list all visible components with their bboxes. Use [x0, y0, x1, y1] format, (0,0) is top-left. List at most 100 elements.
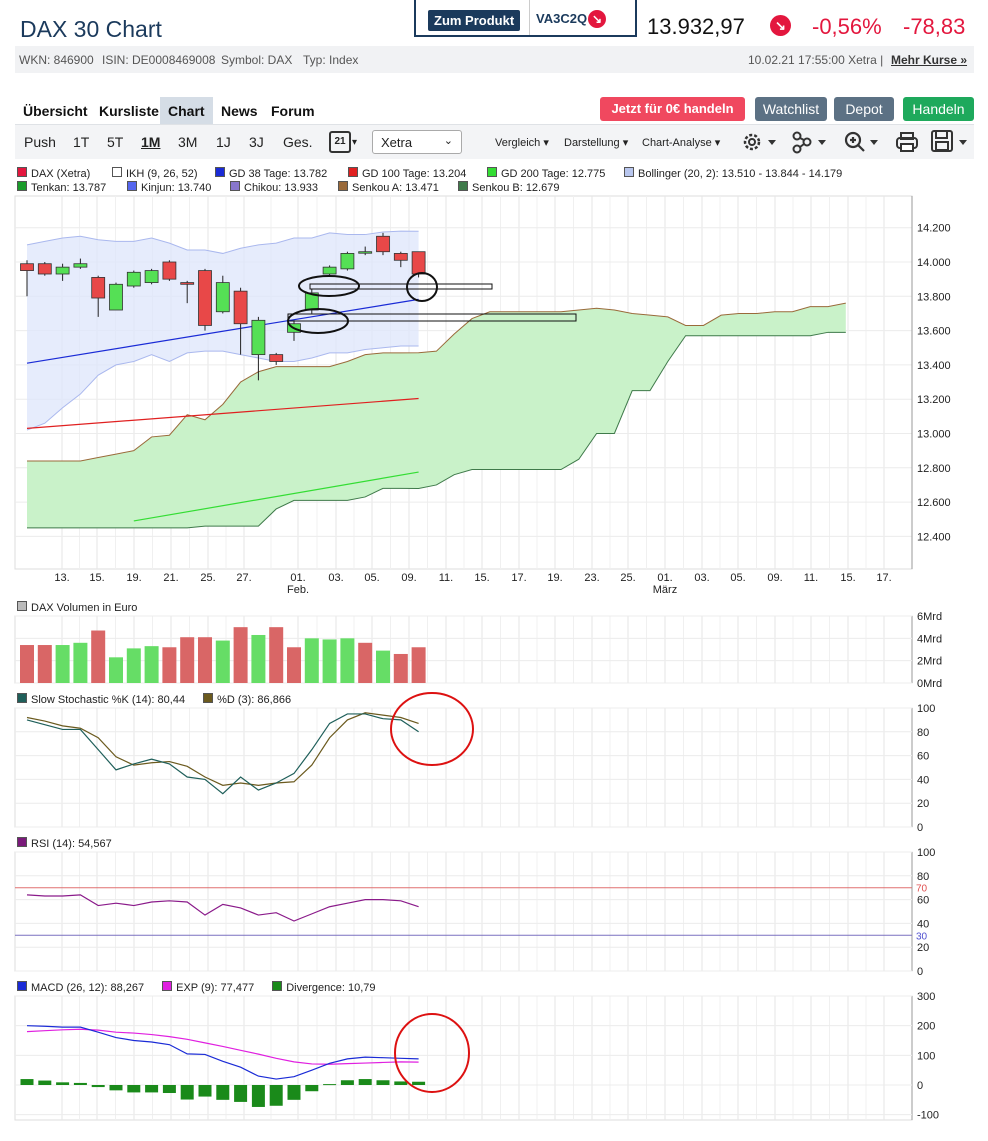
- divergence-bar: [323, 1084, 337, 1086]
- chevron-down-icon: ⌄: [443, 135, 453, 147]
- symbol: Symbol: DAX: [221, 53, 293, 67]
- legend-swatch: [230, 181, 240, 191]
- legend-swatch: [17, 167, 27, 177]
- x-tick-label: 05.: [364, 572, 379, 584]
- x-tick-label: 11.: [439, 572, 453, 584]
- info-bar: WKN: 846900 ISIN: DE0008469008 Symbol: D…: [15, 46, 974, 73]
- senkou-b-line: [27, 331, 846, 529]
- x-tick-label: 13.: [54, 572, 69, 584]
- legend-swatch: [272, 981, 283, 991]
- legend-item[interactable]: IKH (9, 26, 52): [112, 167, 198, 180]
- legend-item[interactable]: Bollinger (20, 2): 13.510 - 13.844 - 14.…: [624, 167, 842, 180]
- vergleich-menu[interactable]: Vergleich ▾: [495, 137, 549, 149]
- tab-kursliste[interactable]: Kursliste: [99, 103, 159, 119]
- divergence-bar: [376, 1080, 390, 1085]
- legend-item[interactable]: DAX (Xetra): [17, 167, 90, 180]
- darstellung-menu[interactable]: Darstellung ▾: [564, 137, 629, 149]
- divergence-bar: [394, 1081, 408, 1085]
- mehr-kurse-link[interactable]: Mehr Kurse »: [891, 53, 968, 67]
- legend-item[interactable]: GD 200 Tage: 12.775: [487, 167, 605, 180]
- volume-bar: [322, 639, 337, 683]
- candle-body: [358, 251, 373, 254]
- volume-bar: [358, 642, 373, 683]
- chart-analyse-menu[interactable]: Chart-Analyse ▾: [642, 137, 721, 149]
- x-tick-label: 27.: [236, 572, 251, 584]
- tab-news[interactable]: News: [221, 103, 258, 119]
- legend-item[interactable]: GD 38 Tage: 13.782: [215, 167, 327, 180]
- depot-button[interactable]: Depot: [834, 97, 894, 121]
- volume-bar: [37, 645, 52, 683]
- range-5t[interactable]: 5T: [107, 134, 124, 150]
- y-tick-label: 100: [917, 847, 935, 859]
- legend-item[interactable]: Chikou: 13.933: [230, 181, 318, 194]
- legend-swatch: [215, 167, 225, 177]
- volume-bar: [376, 650, 390, 683]
- range-3m[interactable]: 3M: [178, 134, 198, 150]
- y-tick-label: 0: [917, 1080, 923, 1092]
- annotation-circle: [394, 1013, 470, 1093]
- range-1m[interactable]: 1M: [141, 134, 161, 150]
- divergence-bar: [20, 1079, 34, 1085]
- print-icon[interactable]: [895, 130, 919, 154]
- candle-body: [322, 266, 337, 275]
- ichimoku-cloud: [27, 303, 846, 528]
- annotation-ellipse: [406, 272, 438, 302]
- rsi-header: RSI (14): 54,567: [17, 837, 112, 850]
- volume-bar: [55, 645, 70, 683]
- zum-produkt-button[interactable]: Zum Produkt: [428, 10, 521, 31]
- x-tick-label: 03.: [694, 572, 709, 584]
- range-3j[interactable]: 3J: [249, 134, 264, 150]
- divider: [529, 0, 530, 35]
- legend-label: GD 200 Tage: 12.775: [501, 168, 606, 180]
- calendar-icon[interactable]: 21: [329, 131, 351, 153]
- exchange-select[interactable]: Xetra ⌄: [372, 130, 462, 154]
- tab-forum[interactable]: Forum: [271, 103, 315, 119]
- stoch-d-line: [26, 712, 419, 786]
- handeln-button[interactable]: Handeln: [903, 97, 974, 121]
- network-icon[interactable]: [791, 130, 833, 154]
- tab-chart[interactable]: Chart: [160, 97, 213, 125]
- volume-bar: [109, 657, 123, 683]
- divergence-bar: [287, 1085, 301, 1100]
- candle-body: [20, 263, 34, 271]
- legend-label: Kinjun: 13.740: [141, 182, 212, 194]
- legend-item[interactable]: Tenkan: 13.787: [17, 181, 106, 194]
- watchlist-button[interactable]: Watchlist: [755, 97, 827, 121]
- legend-swatch: [112, 167, 122, 177]
- legend-label: DAX (Xetra): [31, 168, 91, 180]
- legend-swatch: [162, 981, 173, 991]
- legend-item[interactable]: Senkou B: 12.679: [458, 181, 559, 194]
- range-push[interactable]: Push: [24, 134, 56, 150]
- legend-item[interactable]: GD 100 Tage: 13.204: [348, 167, 466, 180]
- volume-bar: [393, 653, 408, 683]
- y-tick-label: 12.400: [917, 531, 951, 543]
- product-code-link[interactable]: VA3C2Q: [536, 11, 588, 26]
- save-icon[interactable]: [930, 129, 974, 155]
- x-tick-label: 15.: [474, 572, 489, 584]
- x-tick-label: 17.: [511, 572, 526, 584]
- range-1t[interactable]: 1T: [73, 134, 90, 150]
- gear-icon[interactable]: [741, 130, 783, 154]
- legend-item[interactable]: Senkou A: 13.471: [338, 181, 439, 194]
- chart-toolbar: Push 1T 5T 1M 3M 1J 3J Ges. 21 ▾ Xetra ⌄…: [15, 124, 974, 159]
- volume-bar: [233, 627, 248, 683]
- timestamp: 10.02.21 17:55:00 Xetra |: [748, 53, 884, 67]
- tab-uebersicht[interactable]: Übersicht: [23, 103, 88, 119]
- annotation-ellipse: [298, 275, 360, 297]
- legend-label: Senkou A: 13.471: [352, 182, 439, 194]
- y-tick-label: 80: [917, 727, 929, 739]
- volume-bar: [162, 647, 177, 683]
- x-tick-label: 25.: [620, 572, 635, 584]
- range-1j[interactable]: 1J: [216, 134, 231, 150]
- candle-body: [251, 319, 266, 356]
- y-tick-label: 13.800: [917, 291, 951, 303]
- y-tick-label: 13.000: [917, 429, 951, 441]
- y-tick-label: 13.600: [917, 326, 951, 338]
- legend-item[interactable]: Kinjun: 13.740: [127, 181, 211, 194]
- trade-free-button[interactable]: Jetzt für 0€ handeln: [600, 97, 745, 121]
- range-ges[interactable]: Ges.: [283, 134, 313, 150]
- exchange-value: Xetra: [381, 135, 413, 150]
- candle-body: [393, 253, 408, 261]
- zoom-icon[interactable]: [843, 130, 885, 154]
